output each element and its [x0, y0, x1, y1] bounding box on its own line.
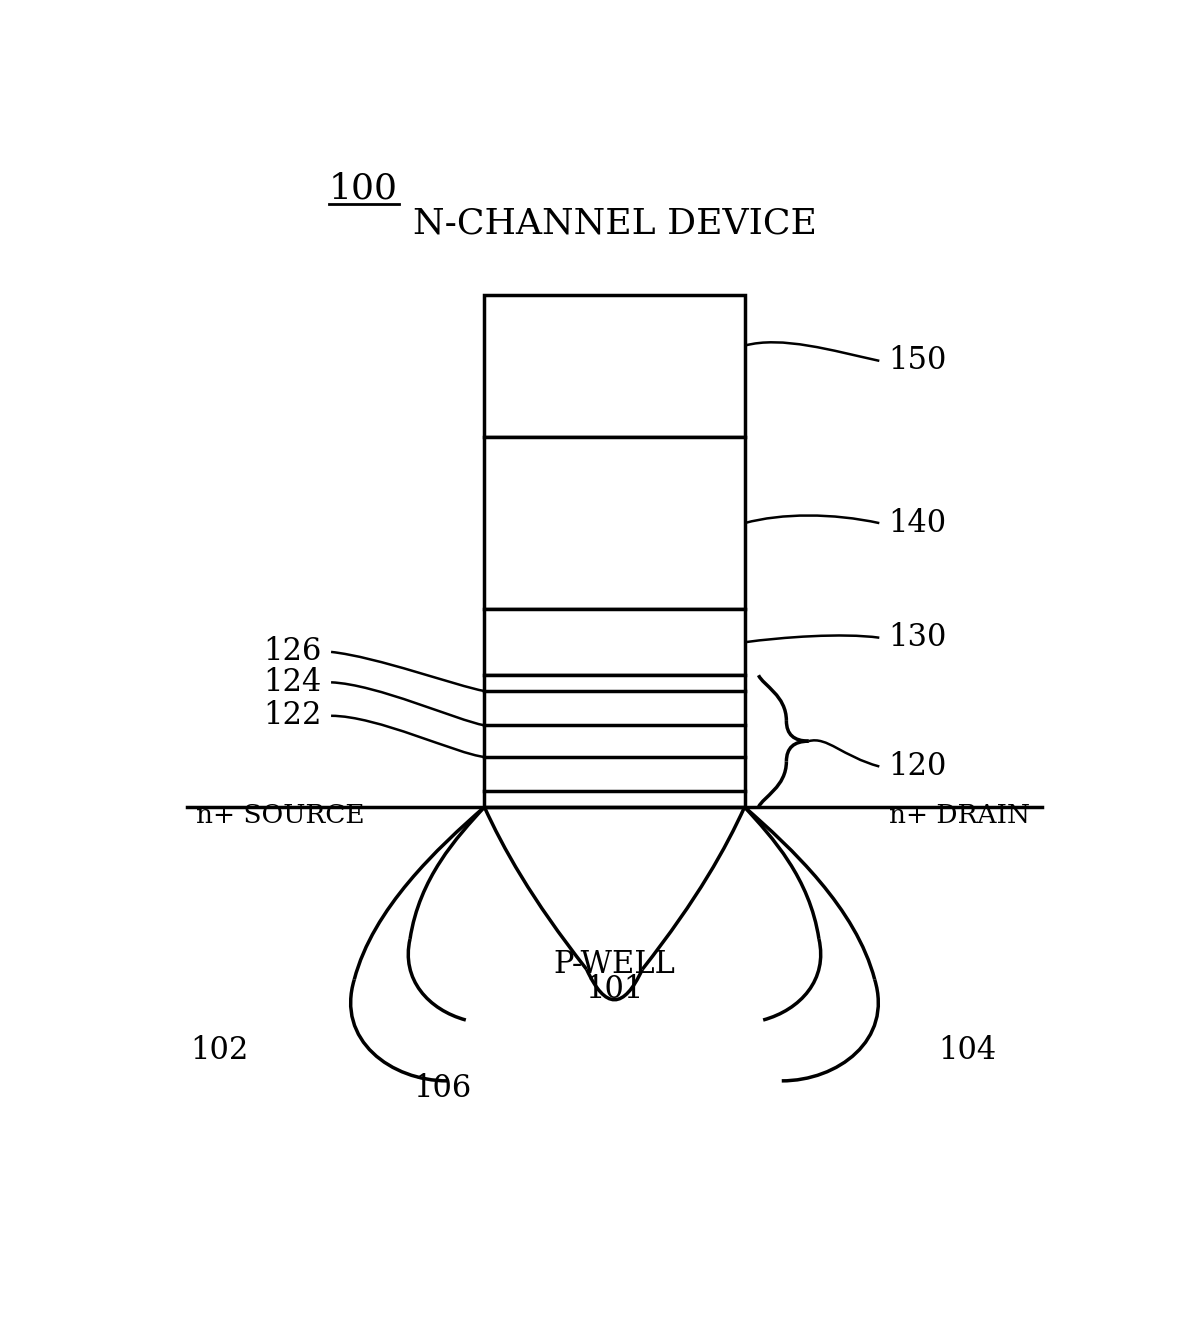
Text: 124: 124 — [264, 666, 321, 698]
Bar — [484, 676, 745, 807]
Bar — [484, 437, 745, 610]
Text: 140: 140 — [888, 507, 947, 539]
Text: N-CHANNEL DEVICE: N-CHANNEL DEVICE — [412, 207, 817, 241]
Text: 120: 120 — [888, 751, 947, 782]
Text: 130: 130 — [888, 622, 947, 653]
Text: 104: 104 — [939, 1035, 996, 1065]
Text: 100: 100 — [329, 171, 398, 205]
Text: 102: 102 — [191, 1035, 248, 1065]
Text: 122: 122 — [264, 701, 321, 731]
Text: 101: 101 — [585, 975, 644, 1005]
Text: P-WELL: P-WELL — [554, 948, 675, 980]
Bar — [484, 610, 745, 676]
Text: 106: 106 — [414, 1073, 471, 1105]
Text: n+ DRAIN: n+ DRAIN — [888, 802, 1030, 827]
Text: n+ SOURCE: n+ SOURCE — [195, 802, 364, 827]
Text: 126: 126 — [264, 636, 321, 668]
Text: 150: 150 — [888, 345, 947, 377]
Bar — [484, 295, 745, 437]
